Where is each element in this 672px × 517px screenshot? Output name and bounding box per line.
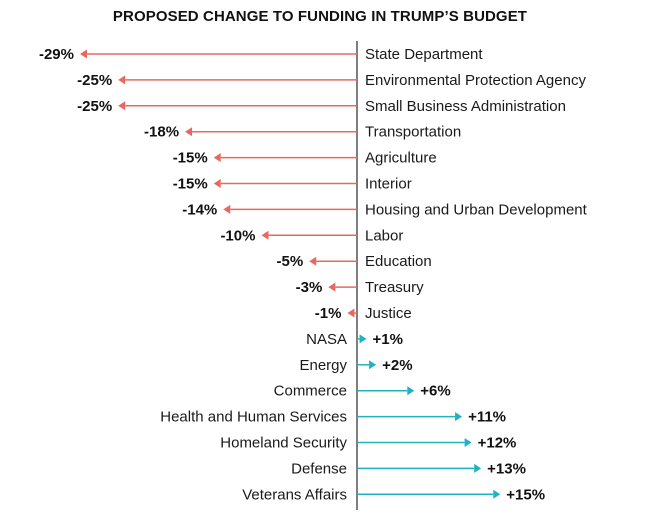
- value-label: -29%: [39, 46, 74, 63]
- value-label: -5%: [277, 253, 304, 270]
- value-label: -15%: [173, 150, 208, 167]
- category-label: Energy: [299, 357, 347, 374]
- value-label: -25%: [77, 98, 112, 115]
- arrow-head: [493, 489, 501, 499]
- bar-row-state-department: -29% State Department: [39, 46, 483, 63]
- chart-title: PROPOSED CHANGE TO FUNDING IN TRUMP’S BU…: [112, 8, 528, 25]
- category-label: Small Business Administration: [365, 98, 566, 115]
- arrow-head: [118, 101, 126, 111]
- value-label: -14%: [182, 201, 217, 218]
- category-label: Transportation: [365, 124, 461, 141]
- bar-row-justice: -1% Justice: [315, 305, 412, 322]
- value-label: +15%: [506, 486, 545, 503]
- bar-row-interior: -15% Interior: [173, 176, 412, 193]
- value-label: +11%: [468, 409, 506, 426]
- category-label: Defense: [291, 460, 347, 477]
- category-label: Interior: [365, 176, 412, 193]
- bar-row-defense: +13% Defense: [291, 460, 526, 477]
- arrow-head: [464, 438, 472, 447]
- category-label: Homeland Security: [220, 435, 347, 452]
- arrow-head: [328, 282, 336, 292]
- value-label: -25%: [77, 72, 112, 89]
- category-label: Treasury: [365, 279, 424, 296]
- value-label: -18%: [144, 124, 179, 141]
- value-label: +1%: [373, 331, 403, 348]
- bar-row-small-business-administration: -25% Small Business Administration: [77, 98, 566, 115]
- category-label: Justice: [365, 305, 412, 322]
- arrow-head: [213, 179, 221, 188]
- category-label: Education: [365, 253, 432, 270]
- value-label: -10%: [220, 227, 255, 244]
- arrow-head: [223, 204, 231, 214]
- bar-row-agriculture: -15% Agriculture: [173, 150, 437, 167]
- bar-row-energy: +2% Energy: [299, 357, 412, 374]
- arrow-head: [347, 308, 355, 318]
- category-label: Environmental Protection Agency: [365, 72, 586, 89]
- bar-row-nasa: +1% NASA: [306, 331, 403, 348]
- arrow-head: [359, 334, 367, 344]
- arrow-head: [118, 75, 126, 85]
- bar-row-transportation: -18% Transportation: [144, 124, 461, 141]
- category-label: NASA: [306, 331, 347, 348]
- arrow-head: [309, 256, 317, 266]
- bar-row-homeland-security: +12% Homeland Security: [220, 435, 516, 452]
- arrow-head: [407, 386, 415, 396]
- bar-row-treasury: -3% Treasury: [296, 279, 424, 296]
- bar-row-labor: -10% Labor: [220, 227, 403, 244]
- category-label: Health and Human Services: [160, 409, 347, 426]
- chart-marks: -29% State Department -25% Environmental Pr…: [39, 46, 588, 503]
- value-label: +13%: [487, 460, 526, 477]
- value-label: -15%: [173, 176, 208, 193]
- arrow-head: [261, 230, 269, 240]
- bar-row-environmental-protection-agency: -25% Environmental Protection Agency: [77, 72, 586, 89]
- value-label: -1%: [315, 305, 342, 322]
- arrow-head: [213, 153, 221, 163]
- category-label: Veterans Affairs: [242, 486, 347, 503]
- value-label: +2%: [382, 357, 412, 374]
- arrow-head: [185, 127, 193, 137]
- value-label: +12%: [478, 435, 517, 452]
- arrow-head: [455, 412, 463, 422]
- category-label: Agriculture: [365, 150, 437, 167]
- category-label: Labor: [365, 227, 403, 244]
- bar-row-housing-and-urban-development: -14% Housing and Urban Development: [182, 201, 587, 218]
- value-label: +6%: [420, 383, 450, 400]
- arrow-head: [369, 360, 377, 370]
- bar-row-health-and-human-services: +11% Health and Human Services: [160, 409, 506, 426]
- bar-row-commerce: +6% Commerce: [274, 383, 451, 400]
- arrow-head: [474, 463, 482, 473]
- category-label: Commerce: [274, 383, 347, 400]
- bar-row-education: -5% Education: [277, 253, 432, 270]
- category-label: Housing and Urban Development: [365, 201, 588, 218]
- category-label: State Department: [365, 46, 483, 63]
- value-label: -3%: [296, 279, 323, 296]
- bar-row-veterans-affairs: +15% Veterans Affairs: [242, 486, 545, 503]
- arrow-head: [80, 49, 87, 59]
